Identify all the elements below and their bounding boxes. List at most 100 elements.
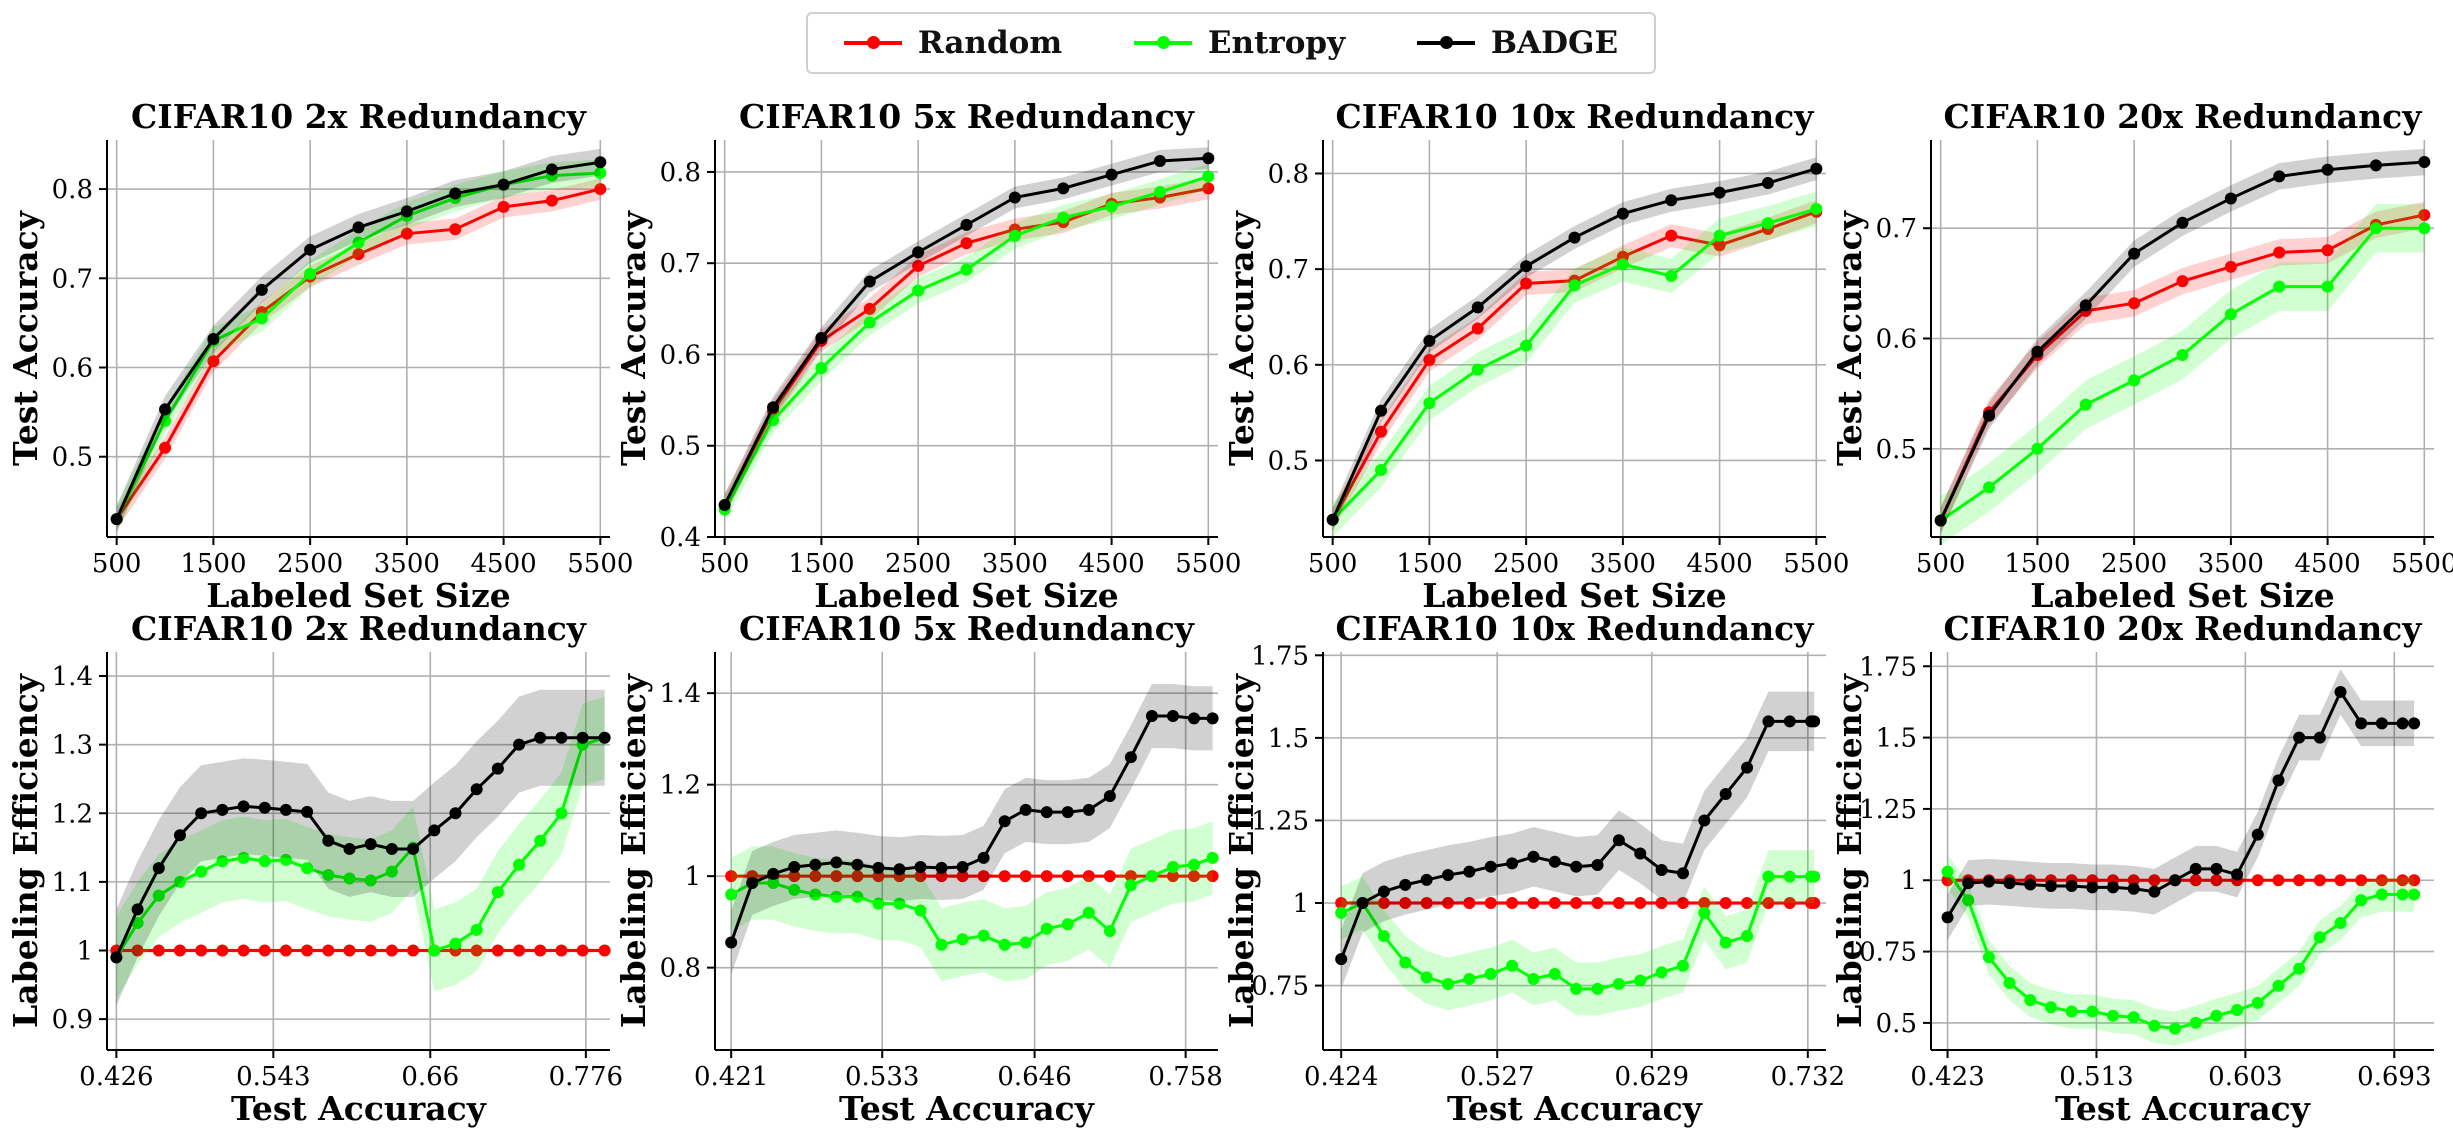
data-point-random bbox=[2189, 874, 2202, 887]
data-point-badge bbox=[207, 332, 220, 345]
data-point-random bbox=[1713, 239, 1726, 252]
data-point-random bbox=[830, 870, 843, 883]
data-point-badge bbox=[1520, 260, 1533, 273]
data-point-entropy bbox=[1520, 339, 1533, 352]
data-point-entropy bbox=[2210, 1009, 2223, 1022]
x-tick-label: 3500 bbox=[2198, 549, 2264, 579]
data-point-random bbox=[1612, 897, 1625, 910]
data-point-badge bbox=[352, 221, 365, 234]
data-point-entropy bbox=[2231, 1004, 2244, 1017]
data-point-random bbox=[998, 870, 1011, 883]
data-point-random bbox=[1124, 870, 1137, 883]
data-point-badge bbox=[255, 283, 268, 296]
data-point-entropy bbox=[513, 858, 526, 871]
data-point-random bbox=[1808, 897, 1821, 910]
y-tick-label: 1.4 bbox=[660, 679, 701, 709]
data-point-random bbox=[1506, 897, 1519, 910]
data-point-random bbox=[1548, 897, 1561, 910]
y-tick-label: 0.8 bbox=[1268, 159, 1309, 189]
data-point-entropy bbox=[2003, 976, 2016, 989]
data-point-random bbox=[2272, 874, 2285, 887]
data-point-entropy bbox=[1591, 982, 1604, 995]
data-point-random bbox=[343, 944, 356, 957]
data-point-entropy bbox=[1423, 397, 1436, 410]
y-tick-label: 0.8 bbox=[660, 158, 701, 188]
data-point-badge bbox=[598, 731, 611, 744]
data-point-badge bbox=[1019, 803, 1032, 816]
legend-label-badge: BADGE bbox=[1490, 25, 1619, 61]
data-point-badge bbox=[237, 800, 250, 813]
legend-swatch-random bbox=[843, 36, 902, 49]
data-point-badge bbox=[576, 731, 589, 744]
data-point-entropy bbox=[364, 874, 377, 887]
chart-title: CIFAR10 10x Redundancy bbox=[1336, 97, 1815, 136]
data-point-random bbox=[2148, 874, 2161, 887]
data-point-entropy bbox=[491, 886, 504, 899]
data-point-entropy bbox=[1103, 925, 1116, 938]
x-tick-label: 4500 bbox=[1079, 549, 1145, 579]
y-tick-label: 0.9 bbox=[52, 1005, 93, 1035]
data-point-entropy bbox=[2396, 888, 2409, 901]
y-tick-label: 0.7 bbox=[52, 264, 93, 294]
x-tick-label: 0.424 bbox=[1304, 1062, 1378, 1092]
y-tick-label: 0.5 bbox=[660, 432, 701, 462]
data-point-entropy bbox=[1399, 956, 1412, 969]
data-point-badge bbox=[1591, 859, 1604, 872]
data-point-badge bbox=[977, 851, 990, 864]
x-tick-label: 4500 bbox=[1687, 549, 1753, 579]
legend-item-entropy: Entropy bbox=[1133, 25, 1345, 61]
data-point-badge bbox=[301, 805, 314, 818]
data-point-entropy bbox=[1983, 481, 1996, 494]
data-point-badge bbox=[1808, 715, 1821, 728]
data-point-random bbox=[352, 248, 365, 261]
chart-panel-1: 500 1500 2500 3500 4500 5500 0.5 0.6 0.7 0.8 CIFAR… bbox=[6, 97, 633, 615]
data-point-badge bbox=[2375, 717, 2388, 730]
data-point-badge bbox=[1941, 911, 1954, 924]
data-point-badge bbox=[1335, 953, 1348, 966]
x-tick-label: 500 bbox=[92, 549, 142, 579]
data-point-badge bbox=[1810, 162, 1823, 175]
data-point-badge bbox=[279, 803, 292, 816]
data-point-entropy bbox=[863, 316, 876, 329]
data-point-entropy bbox=[1082, 906, 1095, 919]
data-point-badge bbox=[1484, 860, 1497, 873]
y-tick-label: 0.6 bbox=[1876, 325, 1917, 355]
data-point-entropy bbox=[1634, 974, 1647, 987]
data-point-badge bbox=[1082, 803, 1095, 816]
data-point-random bbox=[407, 944, 420, 957]
data-point-random bbox=[1471, 322, 1484, 335]
data-point-entropy bbox=[1568, 279, 1581, 292]
data-point-random bbox=[725, 870, 738, 883]
data-point-random bbox=[2321, 244, 2334, 257]
data-point-entropy bbox=[1040, 922, 1053, 935]
legend-swatch-entropy bbox=[1133, 36, 1192, 49]
data-point-badge bbox=[1326, 513, 1339, 526]
data-point-entropy bbox=[809, 888, 822, 901]
data-point-badge bbox=[152, 862, 165, 875]
x-tick-label: 0.603 bbox=[2208, 1062, 2282, 1092]
data-point-badge bbox=[195, 807, 208, 820]
data-point-random bbox=[935, 870, 948, 883]
data-point-badge bbox=[1187, 712, 1200, 725]
data-point-badge bbox=[449, 807, 462, 820]
data-point-badge bbox=[2321, 163, 2334, 176]
data-point-entropy bbox=[343, 872, 356, 885]
data-point-entropy bbox=[2272, 979, 2285, 992]
x-tick-label: 500 bbox=[1916, 549, 1966, 579]
data-point-entropy bbox=[1982, 951, 1995, 964]
y-tick-label: 0.5 bbox=[1268, 446, 1309, 476]
data-point-random bbox=[497, 200, 510, 213]
y-axis-label: Test Accuracy bbox=[6, 210, 45, 466]
data-point-entropy bbox=[872, 897, 885, 910]
data-point-entropy bbox=[1166, 861, 1179, 874]
data-point-random bbox=[1484, 897, 1497, 910]
x-tick-label: 2500 bbox=[1493, 549, 1559, 579]
data-point-badge bbox=[1568, 231, 1581, 244]
data-point-badge bbox=[872, 861, 885, 874]
data-point-badge bbox=[497, 178, 510, 191]
data-point-random bbox=[1762, 897, 1775, 910]
band-badge bbox=[731, 684, 1213, 975]
data-point-random bbox=[545, 194, 558, 207]
data-point-badge bbox=[1145, 710, 1158, 723]
y-tick-label: 1.4 bbox=[52, 662, 93, 692]
